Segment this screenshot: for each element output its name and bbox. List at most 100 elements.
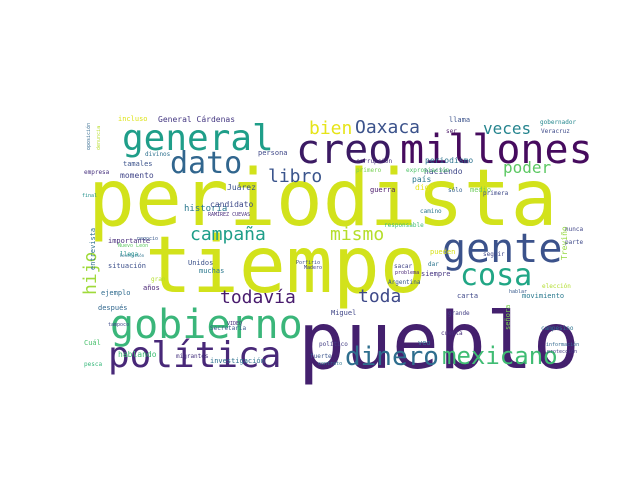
cloud-word: país	[412, 175, 431, 184]
cloud-word: General Cárdenas	[158, 115, 235, 124]
cloud-word: momento	[120, 171, 154, 180]
cloud-word: Madero	[304, 265, 322, 271]
cloud-word: pesca	[84, 361, 102, 368]
cloud-word: campaña	[190, 224, 266, 245]
cloud-word: investigación	[210, 357, 265, 365]
cloud-word: Treviño	[560, 226, 569, 260]
cloud-word: dato	[170, 146, 242, 181]
cloud-word: tampoco	[108, 322, 129, 328]
cloud-word: dinero	[345, 342, 439, 372]
cloud-word: RAMÍREZ CUEVAS	[208, 210, 250, 218]
cloud-word: primero	[356, 167, 382, 174]
cloud-word: negocio	[137, 236, 158, 242]
cloud-word: final	[82, 193, 97, 199]
cloud-word: ejemplo	[101, 289, 131, 297]
cloud-word: parte	[565, 239, 583, 246]
cloud-word: tiempo	[145, 221, 427, 311]
cloud-word: periodista	[88, 154, 558, 244]
cloud-word: política	[108, 335, 281, 376]
cloud-word: VIDEO	[227, 321, 242, 327]
cloud-word: llama	[449, 116, 470, 124]
cloud-word: empresa	[84, 169, 110, 176]
cloud-word: movimiento	[522, 292, 564, 300]
cloud-word: historia	[184, 204, 227, 214]
cloud-word: elección	[542, 283, 571, 290]
cloud-word: pueblo	[298, 297, 580, 387]
cloud-word: sacar	[394, 263, 412, 270]
cloud-word: hablar	[509, 289, 527, 295]
cloud-word: Unidos	[188, 259, 213, 267]
cloud-word: digo	[415, 183, 434, 192]
cloud-word: importante	[108, 237, 150, 245]
cloud-word: primera	[483, 190, 509, 197]
cloud-word: Miguel	[331, 309, 356, 317]
cloud-word: siempre	[421, 270, 451, 278]
cloud-word: pueden	[430, 248, 455, 256]
cloud-word: señora	[504, 305, 512, 330]
cloud-word: contrato	[318, 361, 342, 367]
cloud-word: incluso	[118, 115, 148, 123]
cloud-word: años	[143, 284, 160, 292]
cloud-word: gobierno	[110, 302, 303, 348]
cloud-word: seguir	[483, 251, 505, 258]
cloud-word: corrupción	[356, 158, 393, 165]
cloud-word: persona	[258, 149, 288, 157]
cloud-word: periodismo	[425, 156, 473, 165]
cloud-word: responsable	[384, 222, 424, 229]
cloud-word: Nuevo León	[118, 242, 148, 249]
cloud-word: todavía	[220, 287, 296, 308]
cloud-word: mismo	[330, 224, 384, 245]
cloud-word: político	[319, 341, 348, 348]
cloud-word: información	[546, 341, 579, 348]
cloud-word: creo	[296, 127, 392, 173]
cloud-word: dar	[428, 261, 439, 268]
cloud-word: sólo	[448, 187, 463, 194]
cloud-word: guerra	[370, 186, 395, 194]
cloud-word: protección	[547, 348, 577, 355]
cloud-word: nunca	[565, 226, 583, 233]
cloud-word: Veracruz	[541, 128, 570, 135]
cloud-word: cosa	[460, 258, 532, 293]
cloud-word: llega	[120, 251, 138, 258]
cloud-word: situación	[108, 262, 146, 270]
cloud-word: entrevista	[89, 228, 97, 270]
cloud-word: carta	[457, 292, 478, 300]
cloud-word: gobernador	[540, 119, 577, 126]
cloud-word: hablando	[118, 350, 157, 359]
cloud-word: fuerte	[310, 353, 332, 360]
cloud-word: libro	[268, 166, 322, 187]
cloud-word: Cuál	[84, 339, 101, 347]
cloud-word: muchas	[199, 267, 224, 275]
cloud-word: Argentina	[388, 279, 421, 286]
cloud-word: campesino	[541, 325, 574, 332]
cloud-word: oposición	[85, 123, 92, 150]
cloud-word: expropiación	[406, 167, 450, 174]
cloud-word: veces	[483, 119, 531, 138]
cloud-word: veo	[418, 339, 431, 347]
cloud-word: poder	[503, 158, 552, 177]
cloud-word: Porfirio	[296, 260, 320, 266]
cloud-word: ser	[446, 128, 457, 135]
cloud-word: toda	[358, 286, 401, 307]
cloud-word: camino	[420, 208, 442, 215]
cloud-word: denuncia	[96, 126, 102, 150]
cloud-word: gente	[442, 226, 562, 272]
cloud-word: problema	[395, 270, 419, 276]
cloud-word: tamales	[123, 160, 153, 168]
cloud-word: bien	[309, 118, 352, 139]
cloud-word: migrantes	[176, 353, 209, 360]
cloud-word: después	[98, 304, 128, 312]
cloud-word: mexicano	[442, 342, 558, 370]
cloud-word: divinos	[145, 151, 171, 158]
cloud-word: general	[122, 118, 274, 159]
cloud-word: cuenta	[441, 330, 463, 337]
cloud-word: Juárez	[227, 183, 256, 192]
cloud-word: candidato	[210, 200, 254, 209]
cloud-word: Oaxaca	[355, 117, 420, 138]
cloud-word: millones	[400, 127, 593, 173]
cloud-word: hijo	[80, 252, 101, 295]
cloud-word: grande	[448, 310, 470, 317]
cloud-word: gran	[151, 276, 166, 283]
